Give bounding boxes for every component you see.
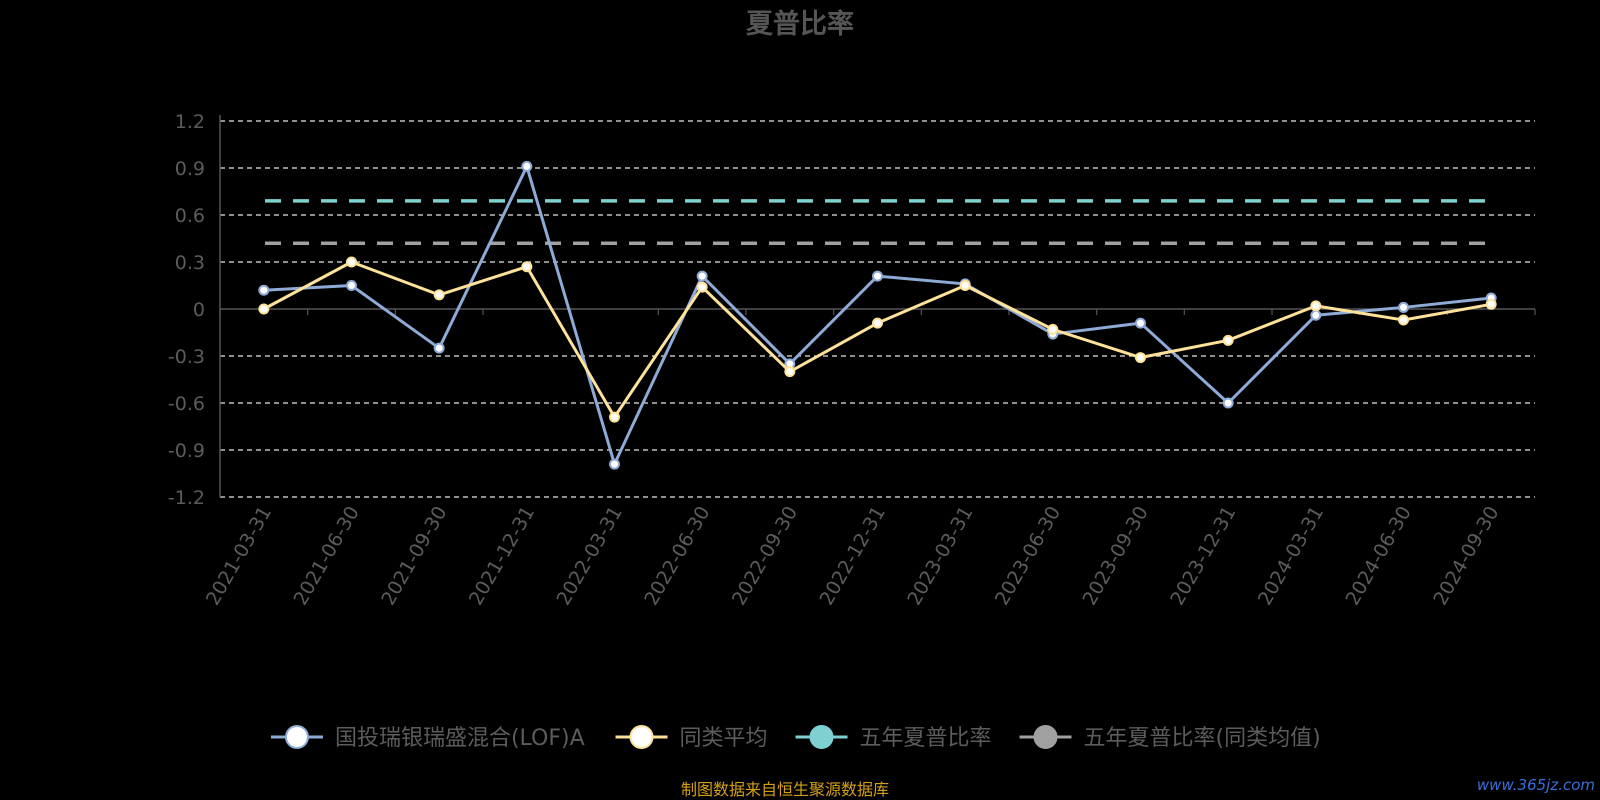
data-point xyxy=(258,284,270,296)
data-point xyxy=(784,366,796,378)
source-note: 制图数据来自恒生聚源数据库 xyxy=(681,780,889,799)
legend-marker xyxy=(809,725,834,749)
y-tick-label: 0 xyxy=(193,299,205,321)
series-line xyxy=(263,260,1492,419)
grid xyxy=(220,120,1535,498)
data-point xyxy=(1310,300,1322,312)
data-point xyxy=(609,411,620,423)
x-tick-label: 2024-06-30 xyxy=(1342,503,1416,610)
x-tick-label: 2022-12-31 xyxy=(816,503,890,610)
series-line xyxy=(263,164,1492,466)
data-point xyxy=(1222,334,1234,346)
x-tick-label: 2023-06-30 xyxy=(991,503,1065,610)
x-tick-label: 2021-09-30 xyxy=(377,502,451,609)
x-tick-label: 2023-09-30 xyxy=(1079,503,1153,610)
y-tick-label: -0.3 xyxy=(168,346,205,368)
data-point xyxy=(1135,352,1146,364)
legend-marker xyxy=(629,725,654,749)
y-tick-label: 0.9 xyxy=(175,158,205,180)
y-tick-label: 0.6 xyxy=(175,205,205,227)
y-tick-label: -1.2 xyxy=(168,487,205,509)
series xyxy=(258,160,1497,470)
y-tick-label: 0.3 xyxy=(175,252,205,274)
data-point xyxy=(1485,298,1497,310)
x-tick-label: 2021-12-31 xyxy=(465,503,539,610)
data-point xyxy=(1047,323,1059,335)
y-tick-label: -0.9 xyxy=(168,440,205,462)
data-point xyxy=(1398,301,1409,313)
x-tick-label: 2022-06-30 xyxy=(640,503,714,610)
data-point xyxy=(696,281,708,293)
data-point xyxy=(1135,317,1146,329)
x-tick-label: 2021-06-30 xyxy=(290,503,364,610)
data-point xyxy=(258,303,270,315)
x-tick-label: 2024-09-30 xyxy=(1429,503,1503,610)
data-point xyxy=(433,289,445,301)
data-point xyxy=(521,160,533,172)
data-point xyxy=(696,270,708,282)
legend-label: 五年夏普比率(同类均值) xyxy=(1084,726,1321,751)
legend-label: 同类平均 xyxy=(680,726,768,751)
data-point xyxy=(521,261,533,273)
data-point xyxy=(609,458,620,470)
chart-title: 夏普比率 xyxy=(746,8,854,40)
data-point xyxy=(872,317,883,329)
data-point xyxy=(346,280,357,291)
legend: 国投瑞银瑞盛混合(LOF)A 同类平均 五年夏普比率 五年夏普比率(同类均值) xyxy=(270,725,1321,751)
x-tick-label: 2021-03-31 xyxy=(202,503,276,610)
x-tick-label: 2022-09-30 xyxy=(728,503,802,610)
data-point xyxy=(1398,314,1409,326)
data-point xyxy=(1310,309,1322,321)
y-tick-label: 1.2 xyxy=(175,111,205,133)
data-point xyxy=(959,280,971,291)
x-tick-label: 2024-03-31 xyxy=(1254,503,1328,610)
legend-label: 国投瑞银瑞盛混合(LOF)A xyxy=(335,726,585,751)
watermark: www.365jz.com xyxy=(1477,776,1595,794)
data-point xyxy=(1222,397,1234,409)
legend-marker xyxy=(1033,725,1058,749)
x-tick-label: 2023-12-31 xyxy=(1166,503,1240,610)
x-tick-label: 2023-03-31 xyxy=(903,503,977,610)
data-point xyxy=(872,270,883,282)
legend-marker xyxy=(284,725,309,749)
y-tick-label: -0.6 xyxy=(168,393,205,415)
legend-label: 五年夏普比率 xyxy=(860,726,992,751)
x-tick-label: 2022-03-31 xyxy=(553,503,627,610)
data-point xyxy=(433,342,445,354)
data-point xyxy=(346,256,357,268)
